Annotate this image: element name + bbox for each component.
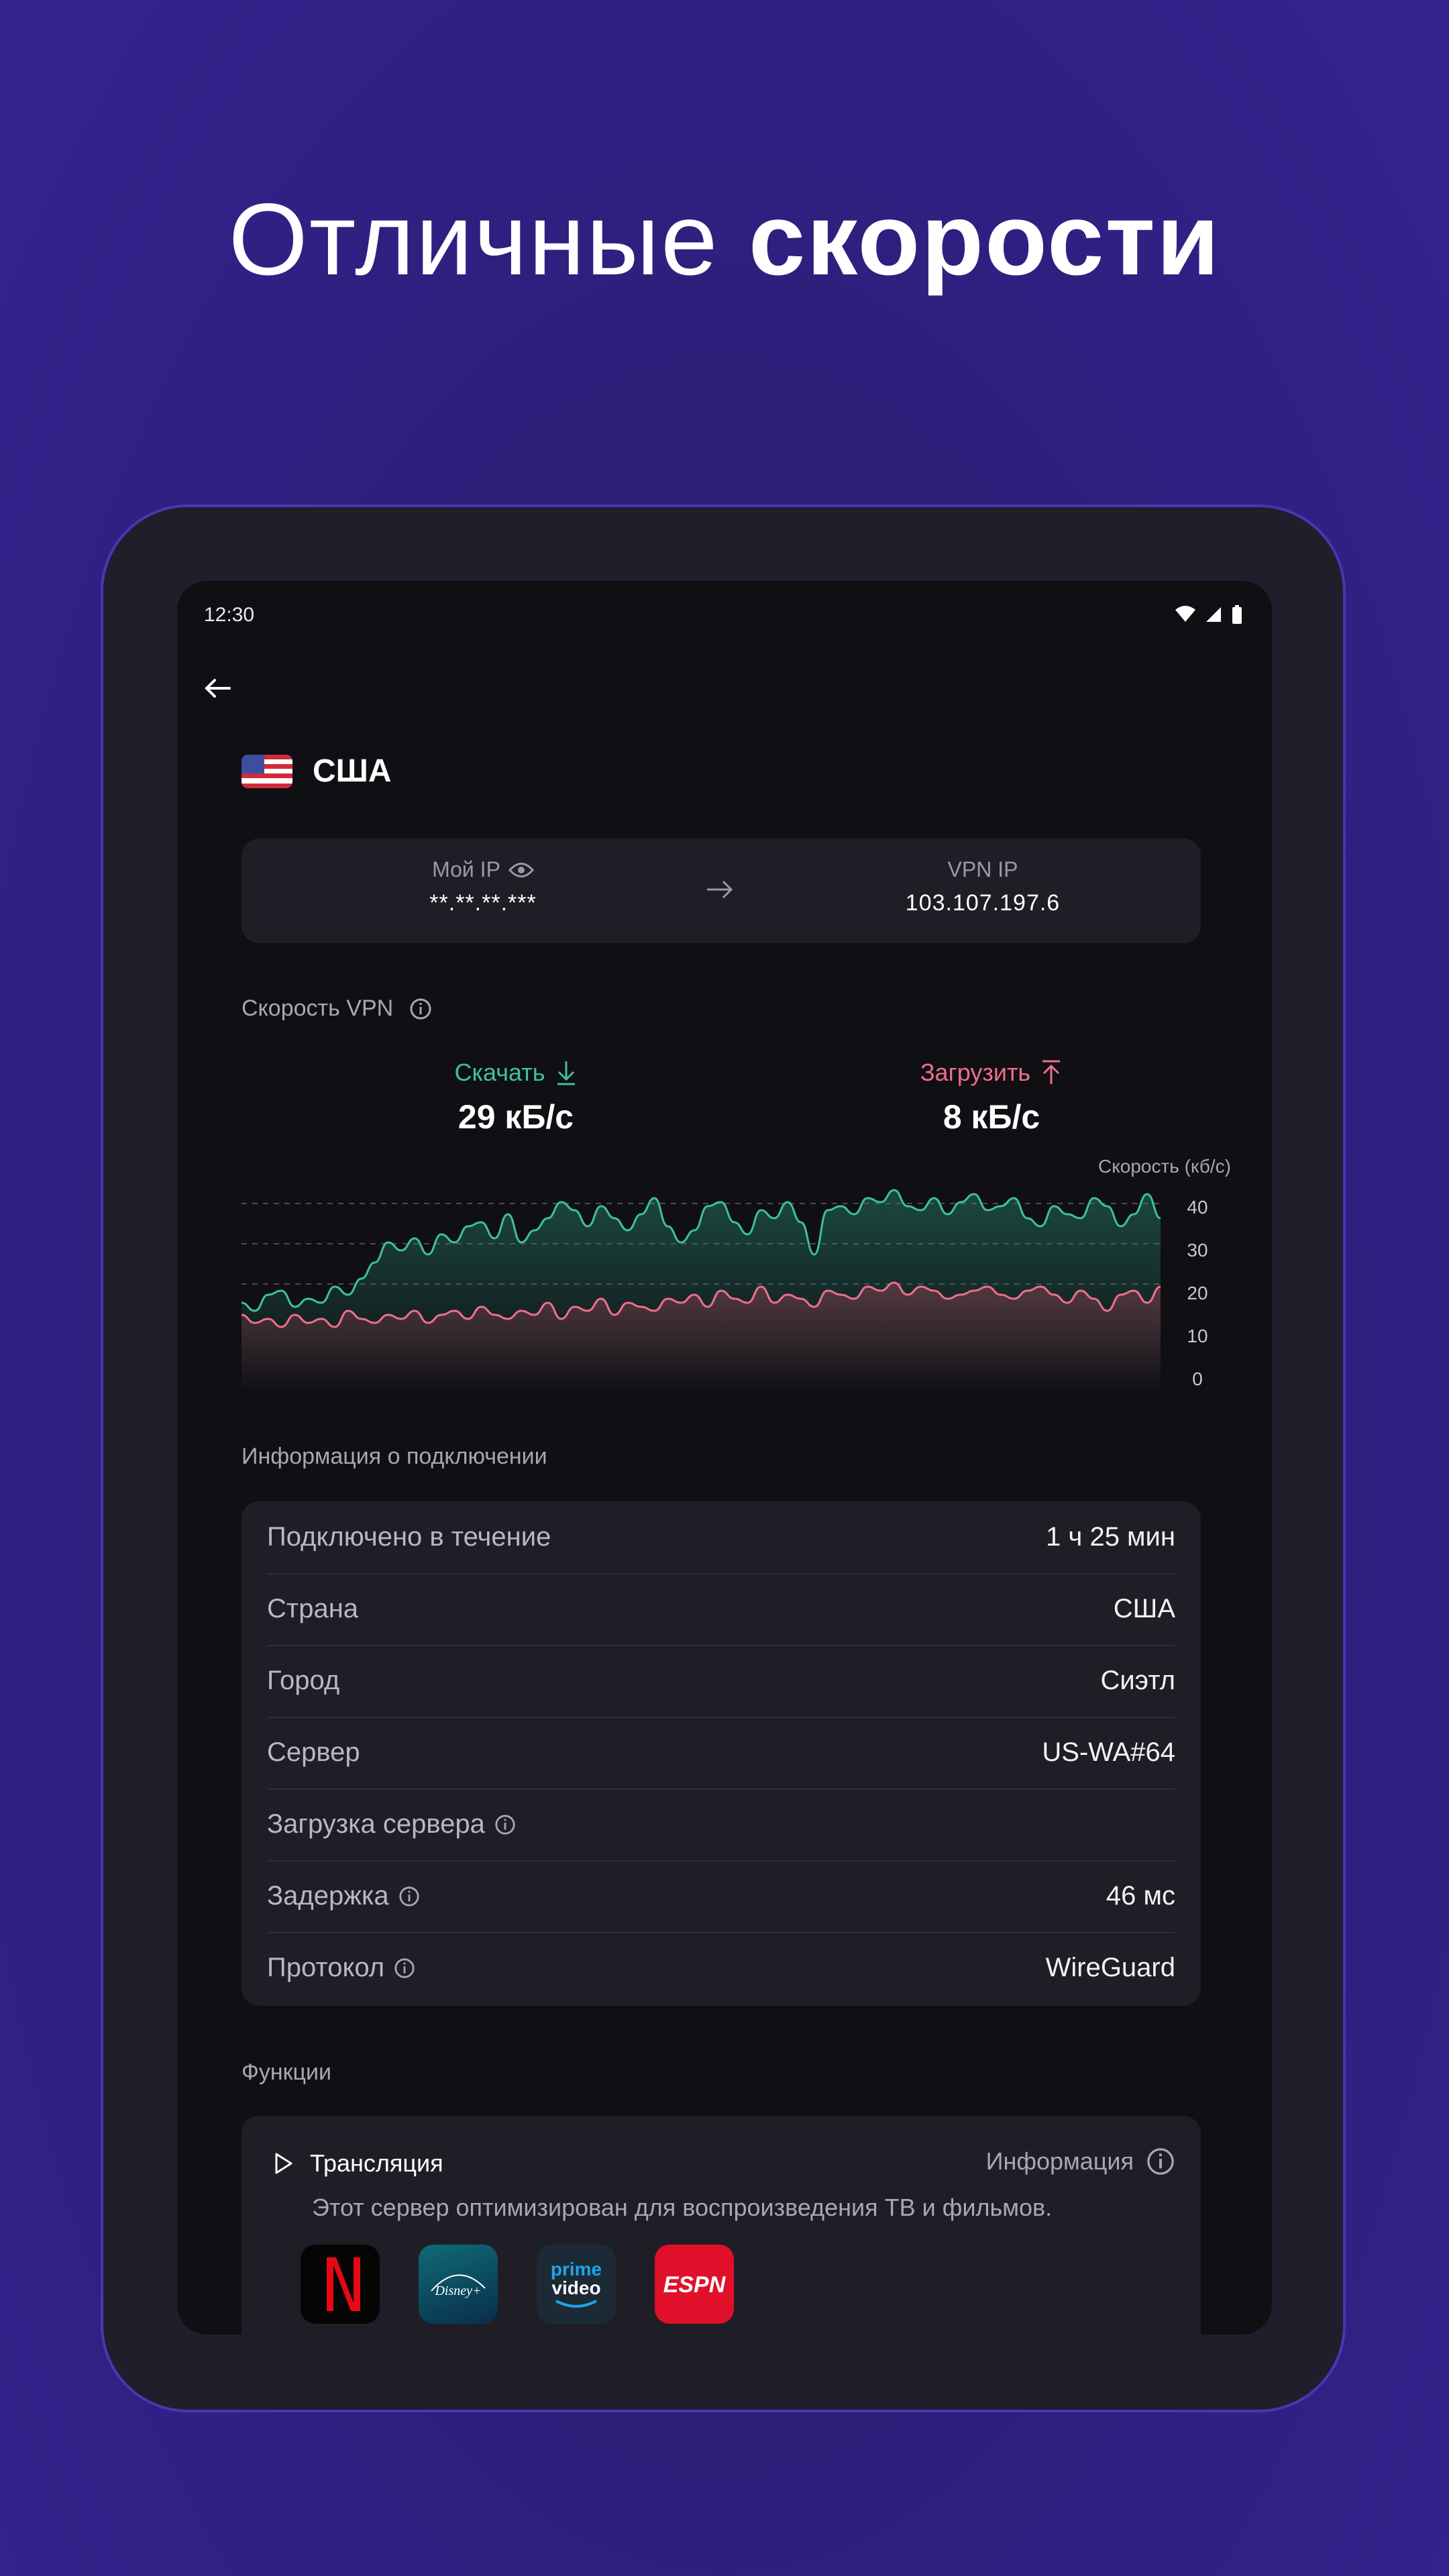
disney-plus-icon: Disney+: [419, 2245, 498, 2324]
speed-title: Скорость VPN: [241, 996, 394, 1021]
info-row-label: Подключено в течение: [267, 1522, 551, 1552]
signal-icon: [1206, 607, 1221, 622]
info-icon[interactable]: [494, 1814, 516, 1835]
streaming-info-label[interactable]: Информация: [985, 2147, 1134, 2175]
upload-arrow-icon: [1042, 1060, 1061, 1084]
streaming-info-button[interactable]: Информация: [986, 2147, 1175, 2176]
download-value: 29 кБ/с: [458, 1098, 574, 1136]
chart-y-tick: 30: [1187, 1240, 1208, 1260]
info-row-label: Страна: [267, 1594, 359, 1623]
headline-bold: скорости: [748, 182, 1221, 297]
chart-line-upload: [241, 1281, 1161, 1328]
chart-y-tick: 40: [1187, 1197, 1208, 1218]
chart-y-tick: 20: [1187, 1283, 1208, 1303]
country-header: США: [241, 753, 392, 790]
info-row-protocol: Протокол WireGuard: [267, 1932, 1175, 2004]
streaming-description: Этот сервер оптимизирован для воспроизве…: [312, 2194, 1053, 2221]
upload-stat: Загрузить 8 кБ/с: [891, 1059, 1092, 1136]
status-time: 12:30: [204, 604, 255, 626]
eye-icon[interactable]: [508, 861, 534, 879]
chart-y-tick: 0: [1192, 1368, 1203, 1389]
chart-area-upload: [241, 1283, 1161, 1393]
info-icon[interactable]: [1146, 2147, 1175, 2176]
country-name: США: [313, 753, 392, 789]
back-arrow-icon[interactable]: [197, 668, 237, 708]
info-icon[interactable]: [398, 1886, 420, 1907]
info-icon[interactable]: [409, 998, 432, 1020]
download-arrow-icon: [557, 1061, 575, 1085]
info-row-value: US-WA#64: [1042, 1737, 1175, 1767]
ip-card: Мой IP **.**.**.*** VPN IP 103.107.197.6: [241, 839, 1201, 943]
info-row-label: Город: [267, 1666, 340, 1695]
info-row-latency: Задержка 46 мс: [267, 1860, 1175, 1933]
info-row-value: Сиэтл: [1100, 1666, 1175, 1695]
arrow-right-icon: [707, 880, 733, 899]
chart-line-download: [241, 1189, 1161, 1312]
info-row-label: Загрузка сервера: [267, 1809, 485, 1839]
headline: Отличные скорости: [0, 181, 1449, 299]
upload-value: 8 кБ/с: [943, 1098, 1040, 1136]
streaming-title: Трансляция: [310, 2149, 443, 2177]
info-title: Информация о подключении: [241, 1444, 547, 1469]
my-ip-value: **.**.**.***: [429, 890, 537, 916]
vpn-ip-value: 103.107.197.6: [905, 890, 1061, 916]
vpn-ip-label: VPN IP: [947, 857, 1018, 881]
chart-y-axis-label: Скорость (кб/с): [1098, 1156, 1231, 1177]
speed-section-title: Скорость VPN: [241, 996, 432, 1022]
info-row-label: Задержка: [267, 1881, 389, 1911]
headline-light: Отличные: [228, 182, 749, 297]
streaming-card: Трансляция Информация Этот сервер оптими…: [241, 2116, 1201, 2334]
info-icon[interactable]: [394, 1957, 415, 1979]
netflix-icon: [301, 2245, 380, 2324]
video-text: video: [551, 2277, 600, 2298]
my-ip-label: Мой IP: [432, 857, 500, 881]
prime-video-icon: prime video: [537, 2245, 616, 2324]
info-row-label: Сервер: [267, 1737, 360, 1767]
functions-section-title: Функции: [241, 2059, 331, 2086]
espn-text: ESPN: [663, 2272, 727, 2298]
info-row-value: 46 мс: [1106, 1881, 1175, 1911]
info-row-label: Протокол: [267, 1953, 385, 1982]
wifi-icon: [1175, 606, 1195, 622]
play-icon: [275, 2153, 292, 2174]
download-stat: Скачать 29 кБ/с: [415, 1059, 616, 1136]
streaming-title-row: Трансляция: [274, 2149, 443, 2178]
info-row-city: Город Сиэтл: [267, 1645, 1175, 1718]
info-row-server: Сервер US-WA#64: [267, 1717, 1175, 1790]
info-row-value: 1 ч 25 мин: [1046, 1522, 1175, 1552]
download-label: Скачать: [454, 1059, 545, 1086]
info-row-country: Страна США: [267, 1573, 1175, 1646]
status-icons: [1175, 605, 1242, 624]
info-row-server-load: Загрузка сервера: [267, 1788, 1175, 1862]
info-row-value: WireGuard: [1045, 1953, 1175, 1982]
prime-text: prime: [551, 2259, 602, 2279]
disney-plus-text: Disney+: [434, 2284, 481, 2298]
functions-title: Функции: [241, 2059, 331, 2085]
vpn-ip: VPN IP 103.107.197.6: [815, 857, 1150, 916]
espn-icon: ESPN: [655, 2245, 734, 2324]
upload-label: Загрузить: [920, 1059, 1031, 1086]
chart-y-tick: 10: [1187, 1326, 1208, 1346]
info-section-title: Информация о подключении: [241, 1444, 547, 1470]
us-flag-icon: [241, 754, 292, 788]
info-row-value: США: [1113, 1594, 1175, 1623]
connection-info-card: Подключено в течение 1 ч 25 мин Страна С…: [241, 1501, 1201, 2006]
info-row-duration: Подключено в течение 1 ч 25 мин: [267, 1501, 1175, 1574]
battery-icon: [1232, 605, 1242, 624]
speed-chart: Скорость (кб/с) 40 30 20 10 0: [241, 1156, 1231, 1393]
my-ip: Мой IP **.**.**.***: [315, 857, 651, 916]
app-screen: 12:30 США Мой IP **.**.**.*** VPN IP 103…: [177, 581, 1272, 2334]
